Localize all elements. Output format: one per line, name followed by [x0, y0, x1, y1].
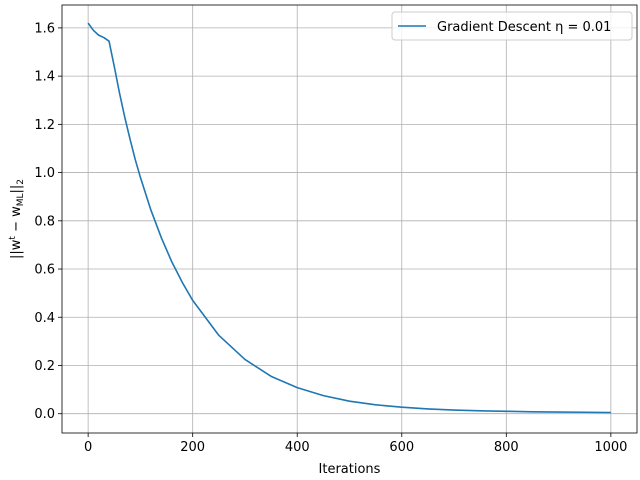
x-tick-label: 200: [180, 440, 205, 455]
y-label-open: ||w: [9, 239, 24, 259]
legend: Gradient Descent η = 0.01: [391, 11, 633, 41]
y-tick-label: 0.4: [34, 311, 55, 326]
y-axis-label: ||wt − wML||2: [8, 179, 26, 259]
x-tick-label: 600: [389, 440, 414, 455]
series-layer: [87, 22, 611, 414]
y-tick-label: 1.2: [34, 118, 55, 133]
y-label-close: ||: [9, 185, 24, 194]
x-axis-label: Iterations: [319, 462, 381, 477]
y-tick-label: 0.2: [34, 359, 55, 374]
y-tick-label: 1.4: [34, 70, 55, 85]
y-label-sub2: 2: [16, 179, 26, 185]
legend-box: [391, 11, 633, 41]
x-tick-label: 800: [494, 440, 519, 455]
y-label-mid: − w: [9, 206, 24, 236]
y-tick-label: 0.8: [34, 214, 55, 229]
y-tick-label: 1.0: [34, 166, 55, 181]
x-tick-label: 1000: [594, 440, 627, 455]
x-tick-label: 0: [84, 440, 92, 455]
y-tick-label: 0.6: [34, 263, 55, 278]
x-tick-label: 400: [285, 440, 310, 455]
legend-label: Gradient Descent η = 0.01: [437, 20, 611, 35]
y-label-sup: t: [8, 236, 18, 240]
y-label-sub: ML: [16, 193, 26, 206]
y-tick-label: 0.0: [34, 407, 55, 422]
grid: [62, 5, 637, 433]
series-line: [87, 22, 611, 414]
plot-frame: [61, 4, 638, 434]
y-tick-label: 1.6: [34, 21, 55, 36]
ticks: 0 200 400 600 800 1000 0.0 0.2 0.4 0.6 0.8 1.0 1.2 1.…: [34, 21, 627, 455]
